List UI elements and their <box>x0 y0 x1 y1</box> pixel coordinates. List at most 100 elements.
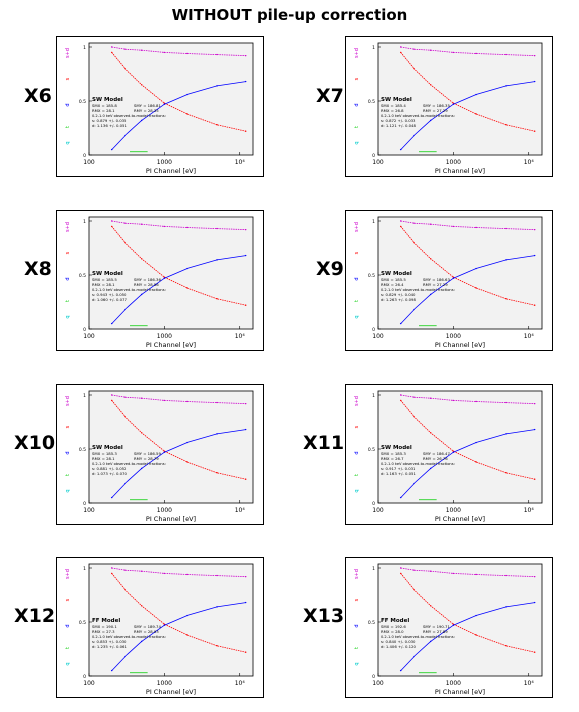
stats-smy: SMY = 186.47 <box>423 451 450 456</box>
data-point <box>475 93 477 96</box>
data-point <box>124 241 126 244</box>
data-point <box>413 222 415 224</box>
data-point <box>244 254 247 257</box>
x-tick-label: 10⁴ <box>235 159 246 166</box>
data-point <box>163 623 166 625</box>
page-title: WITHOUT pile-up correction <box>171 6 408 24</box>
legend-label-q: q <box>65 662 71 665</box>
stats-rmx: RMX = 28.0 <box>381 629 404 634</box>
data-point <box>533 54 536 57</box>
stats-rmy: RMY = 26.76 <box>423 456 448 461</box>
y-tick-label: 0 <box>372 153 375 159</box>
y-tick-label: 1 <box>372 393 375 399</box>
stats-smy: SMY = 186.59 <box>134 451 161 456</box>
stats-smx: SMX = 185.3 <box>381 451 406 456</box>
s-fraction: s: 0.853 +/- 0.030 <box>92 639 127 644</box>
data-point <box>475 441 477 444</box>
x-tick-label: 1000 <box>157 680 172 687</box>
stats-rmx: RMX = 28.1 <box>92 282 115 287</box>
legend-label-d: d <box>65 103 71 106</box>
data-point <box>244 428 247 431</box>
data-point <box>533 651 536 653</box>
plot-area <box>88 563 254 677</box>
legend-label-s: s <box>354 425 360 428</box>
data-point <box>124 67 126 70</box>
data-point <box>505 124 507 126</box>
data-point <box>186 441 188 444</box>
data-point <box>505 53 507 56</box>
data-point <box>216 53 218 56</box>
y-tick-label: 0 <box>83 501 86 507</box>
chart-svg: 0 0.5 1 100 1000 10⁴ PI Channel [eV] s+d s d t q SW … <box>65 390 254 523</box>
y-tick-label: 1 <box>372 219 375 225</box>
data-point <box>110 225 113 228</box>
stats-rmy: RMY = 28.79 <box>134 456 159 461</box>
data-point <box>124 48 126 50</box>
x-tick-label: 1000 <box>157 159 172 166</box>
legend-label-t: t <box>65 126 71 128</box>
data-point <box>186 113 188 115</box>
data-point <box>244 54 247 57</box>
chart-panel-x6: 0 0.5 1 100 1000 10⁴ PI Channel [eV] s+d s d t q SW … <box>56 36 264 177</box>
data-point <box>533 402 536 405</box>
data-point <box>452 103 455 105</box>
stats-rmy: RMY = 28.35 <box>134 108 159 113</box>
data-point <box>244 304 247 306</box>
data-point <box>413 569 415 571</box>
legend-label-s: s <box>354 77 360 80</box>
stats-rmy: RMY = 28.56 <box>134 282 159 287</box>
fit-note: 0.2-1.0 keV observed-to-model fractions: <box>381 288 455 292</box>
chart-svg: 0 0.5 1 100 1000 10⁴ PI Channel [eV] s+d s d t q SW … <box>354 42 543 175</box>
data-point <box>452 276 455 278</box>
legend-label-s-plus-d: s+d <box>354 569 360 579</box>
data-point <box>244 478 247 480</box>
data-point <box>244 651 247 653</box>
y-tick-label: 1 <box>372 566 375 572</box>
data-point <box>505 574 507 577</box>
data-point <box>399 46 402 48</box>
data-point <box>163 225 166 228</box>
data-point <box>505 472 507 474</box>
data-point <box>452 399 455 402</box>
data-point <box>452 451 455 453</box>
chart-svg: 0 0.5 1 100 1000 10⁴ PI Channel [eV] s+d s d t q FF … <box>65 563 254 696</box>
data-point <box>140 397 143 399</box>
legend-label-s: s <box>65 77 71 80</box>
data-point <box>413 134 415 137</box>
x-tick-label: 100 <box>83 680 95 687</box>
legend-label-d: d <box>65 277 71 280</box>
legend-label-t: t <box>354 300 360 302</box>
data-point <box>413 396 415 398</box>
data-point <box>216 259 218 261</box>
data-point <box>110 567 113 569</box>
data-point <box>186 287 188 289</box>
y-tick-label: 0.5 <box>368 620 375 626</box>
stats-smx: SMX = 185.8 <box>92 103 117 108</box>
s-fraction: s: 0.872 +/- 0.033 <box>381 118 416 123</box>
stats-smx: SMX = 185.3 <box>92 451 117 456</box>
data-point <box>533 478 536 480</box>
fit-note: 0.2-1.0 keV observed-to-model fractions: <box>92 288 166 292</box>
x-axis-label: PI Channel [eV] <box>435 688 485 696</box>
x-tick-label: 10⁴ <box>524 333 535 340</box>
x-tick-label: 10⁴ <box>524 159 535 166</box>
chart-panel-x8: 0 0.5 1 100 1000 10⁴ PI Channel [eV] s+d s d t q SW … <box>56 210 264 351</box>
data-point <box>163 276 166 278</box>
data-point <box>244 601 247 604</box>
legend-label-d: d <box>354 451 360 454</box>
data-point <box>186 461 188 463</box>
s-fraction: s: 0.879 +/- 0.035 <box>92 118 127 123</box>
data-point <box>140 467 143 470</box>
d-fraction: d: 1.235 +/- 0.061 <box>92 644 127 649</box>
y-tick-label: 0 <box>83 327 86 333</box>
legend-label-q: q <box>354 662 360 665</box>
data-point <box>124 655 126 658</box>
data-point <box>533 254 536 257</box>
fit-note: 0.2-1.0 keV observed-to-model fractions: <box>381 462 455 466</box>
data-point <box>399 220 402 222</box>
data-point <box>124 134 126 137</box>
legend-label-q: q <box>65 315 71 318</box>
y-tick-label: 0.5 <box>368 273 375 279</box>
model-label: SW Model <box>92 271 123 277</box>
data-point <box>163 103 166 105</box>
